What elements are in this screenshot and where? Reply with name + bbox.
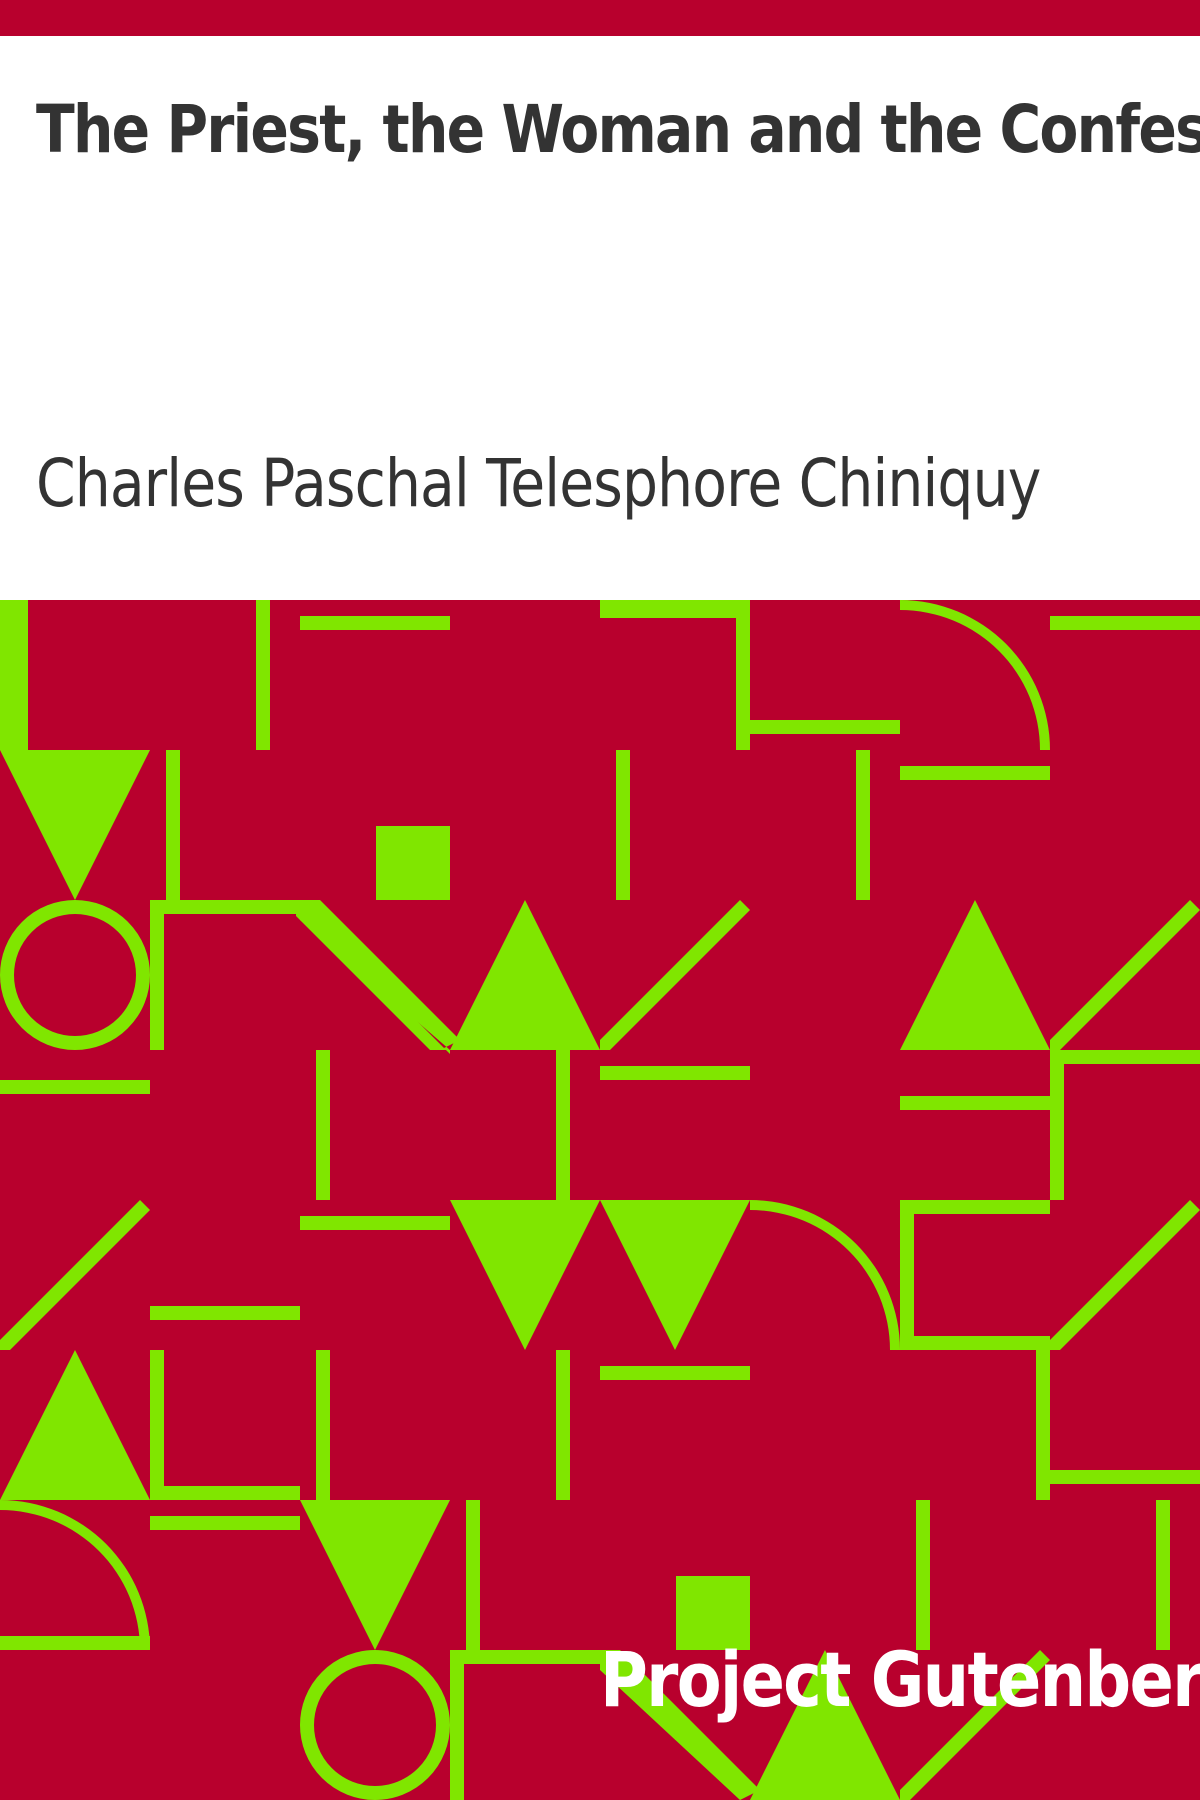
- book-author: Charles Paschal Telesphore Chiniquy: [36, 445, 1041, 522]
- publisher-logo: Project Gutenberg: [600, 1635, 1200, 1724]
- geometric-pattern-icon: [0, 600, 1200, 1800]
- top-color-bar: [0, 0, 1200, 36]
- book-title: The Priest, the Woman and the Confession…: [36, 91, 1200, 168]
